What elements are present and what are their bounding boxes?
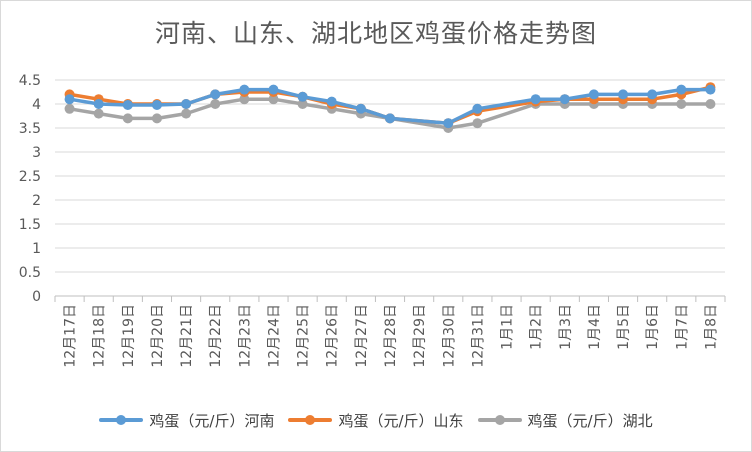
legend-label: 鸡蛋（元/斤）湖北 [527, 411, 653, 430]
y-tick-label: 0 [32, 289, 41, 305]
legend-item: 鸡蛋（元/斤）河南 [99, 410, 274, 431]
data-point [297, 91, 308, 102]
y-tick-label: 3.5 [19, 121, 41, 137]
data-point [239, 84, 250, 95]
x-tick-label: 1月2日 [529, 304, 545, 350]
data-point [122, 113, 133, 124]
legend-item: 鸡蛋（元/斤）山东 [288, 410, 464, 431]
data-point [151, 99, 162, 110]
data-point [326, 96, 337, 107]
chart-title: 河南、山东、湖北地区鸡蛋价格走势图 [154, 19, 597, 48]
plot-area: 0 0.5 1 1.5 2 2.5 3 3.5 4 4.5 12月17日 12月18日 12月19日 12… [19, 73, 726, 368]
x-tick-label: 1月4日 [587, 304, 603, 350]
x-tick-label: 1月7日 [674, 304, 690, 350]
data-point [676, 84, 687, 95]
x-tick-label: 1月8日 [703, 304, 719, 350]
legend-swatch [288, 415, 333, 425]
data-point [647, 89, 658, 100]
x-tick-label: 12月29日 [412, 304, 428, 368]
data-point [151, 113, 162, 124]
data-point [472, 103, 483, 114]
data-point [618, 89, 629, 100]
y-tick-label: 2.5 [19, 169, 41, 185]
y-tick-label: 0.5 [19, 265, 41, 281]
data-point [93, 99, 104, 109]
legend-swatch [99, 415, 144, 425]
data-point [181, 108, 192, 119]
x-tick-label: 12月30日 [441, 304, 457, 368]
x-tick-label: 12月19日 [121, 304, 137, 368]
x-tick-label: 12月18日 [92, 304, 108, 368]
data-point [559, 94, 570, 105]
x-tick-label: 1月3日 [558, 304, 574, 350]
x-tick-label: 12月28日 [383, 304, 399, 368]
y-tick-label: 3 [32, 145, 41, 161]
x-tick-label: 12月31日 [470, 304, 486, 368]
legend-item: 鸡蛋（元/斤）湖北 [477, 410, 653, 431]
x-tick-label: 12月27日 [354, 304, 370, 368]
data-point [64, 94, 75, 105]
data-point [210, 89, 221, 100]
y-tick-label: 4.5 [19, 73, 41, 89]
y-tick-label: 4 [32, 97, 41, 113]
y-tick-label: 2 [32, 193, 41, 209]
x-tick-label: 1月6日 [645, 304, 661, 350]
data-point [297, 99, 308, 109]
x-tick-label: 12月17日 [63, 304, 79, 368]
data-point [210, 99, 221, 109]
legend-label: 鸡蛋（元/斤）河南 [149, 411, 275, 430]
data-point [676, 99, 687, 109]
y-tick-label: 1 [32, 241, 41, 257]
data-point [122, 99, 133, 110]
x-tick-label: 12月23日 [237, 304, 253, 368]
data-point [355, 103, 366, 114]
data-point [64, 103, 75, 114]
legend-swatch [477, 415, 522, 425]
data-point [443, 118, 454, 129]
x-tick-label: 12月25日 [296, 304, 312, 368]
x-tick-label: 12月21日 [179, 304, 195, 368]
x-tick-label: 12月22日 [208, 304, 224, 368]
data-point [268, 84, 279, 95]
data-point [93, 108, 104, 119]
x-tick-label: 1月5日 [616, 304, 632, 350]
data-point [472, 118, 483, 129]
data-point [385, 113, 395, 124]
legend: 鸡蛋（元/斤）河南 鸡蛋（元/斤）山东 鸡蛋（元/斤）湖北 [0, 405, 752, 435]
x-tick-label: 12月24日 [266, 304, 282, 368]
data-point [239, 94, 250, 105]
x-tick-label: 1月1日 [500, 304, 516, 350]
x-tick-label: 12月26日 [325, 304, 341, 368]
legend-label: 鸡蛋（元/斤）山东 [338, 411, 464, 430]
data-point [705, 99, 716, 109]
data-point [530, 94, 541, 105]
y-tick-label: 1.5 [19, 217, 41, 233]
data-point [181, 99, 192, 109]
data-point [268, 94, 279, 105]
data-point [588, 89, 599, 100]
x-tick-label: 12月20日 [150, 304, 166, 368]
data-point [705, 84, 716, 95]
